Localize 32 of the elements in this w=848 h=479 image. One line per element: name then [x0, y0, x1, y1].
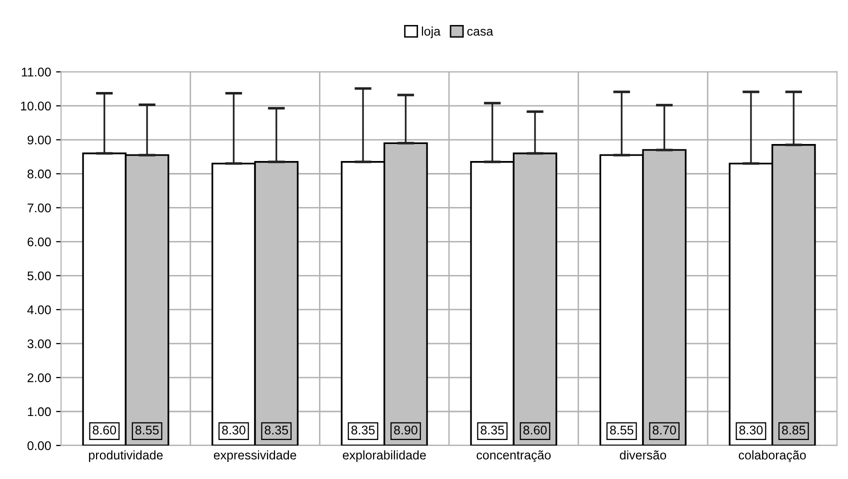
legend-label: casa — [467, 28, 494, 36]
y-tick-label: 5.00 — [28, 271, 51, 280]
legend-label: loja — [422, 26, 441, 38]
y-tick-label: 4.00 — [27, 305, 51, 314]
x-tick-label: explorabilidade — [342, 450, 426, 462]
data-label: 8.90 — [394, 426, 418, 435]
x-tick-label: expressividade — [214, 450, 296, 462]
y-tick-label: 0.00 — [27, 441, 51, 450]
y-tick-label: 6.00 — [28, 237, 51, 246]
data-label: 8.85 — [782, 426, 806, 435]
data-label: 8.60 — [523, 426, 547, 435]
y-tick-label: 11.00 — [22, 68, 51, 76]
y-tick-label: 2.00 — [28, 373, 51, 382]
data-label: 8.35 — [264, 426, 288, 435]
data-label: 8.30 — [739, 426, 763, 435]
data-label: 8.60 — [92, 426, 116, 435]
data-label: 8.30 — [222, 426, 246, 435]
x-tick-label: produtividade — [89, 450, 163, 462]
y-tick-label: 9.00 — [28, 136, 51, 144]
data-label: 8.55 — [135, 426, 159, 435]
y-tick-label: 8.00 — [28, 170, 51, 178]
x-tick-label: colaboração — [738, 450, 806, 462]
x-tick-label: diversão — [620, 450, 666, 460]
data-label: 8.35 — [351, 426, 375, 435]
data-label: 8.70 — [652, 426, 676, 435]
y-tick-label: 3.00 — [27, 339, 51, 348]
y-tick-label: 10.00 — [21, 102, 51, 110]
data-label: 8.55 — [610, 426, 634, 435]
x-tick-label: concentração — [476, 450, 551, 462]
data-label: 8.35 — [480, 426, 504, 435]
y-tick-label: 1.00 — [28, 407, 51, 416]
y-tick-label: 7.00 — [28, 204, 51, 212]
